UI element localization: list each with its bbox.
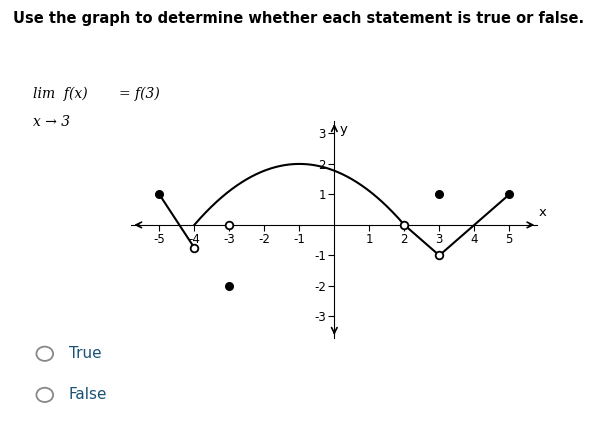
Text: False: False: [69, 388, 107, 402]
Text: x → 3: x → 3: [33, 115, 70, 129]
Text: x: x: [539, 206, 547, 219]
Text: y: y: [340, 123, 347, 136]
Text: = f(3): = f(3): [119, 87, 160, 101]
Text: Use the graph to determine whether each statement is true or false.: Use the graph to determine whether each …: [13, 11, 584, 26]
Text: True: True: [69, 346, 101, 361]
Text: lim  f(x): lim f(x): [33, 87, 87, 101]
